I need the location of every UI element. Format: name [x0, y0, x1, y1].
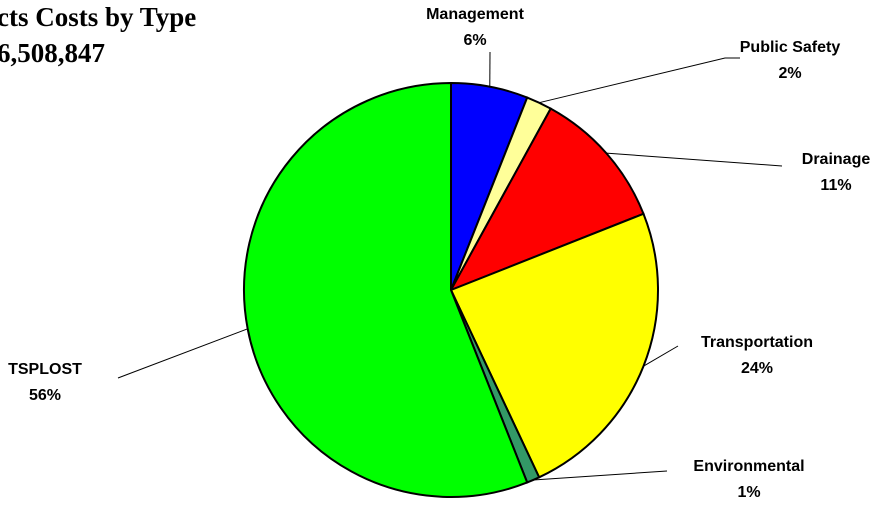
chart-title: cts Costs by Type: [0, 2, 196, 32]
value-label: 24%: [741, 360, 773, 377]
category-label: Environmental: [693, 458, 804, 475]
leader-line: [643, 345, 679, 367]
category-label: Drainage: [802, 151, 871, 168]
value-label: 2%: [778, 65, 801, 82]
leader-line: [539, 57, 740, 104]
leader-line: [533, 470, 668, 481]
category-label: Transportation: [701, 334, 813, 351]
leader-line: [117, 328, 248, 379]
category-label: Management: [426, 6, 524, 23]
value-label: 11%: [820, 177, 851, 194]
value-label: 6%: [463, 32, 486, 49]
leader-line: [606, 152, 783, 167]
category-label: Public Safety: [740, 39, 841, 56]
value-label: 1%: [737, 484, 760, 501]
chart-subtitle: 6,508,847: [0, 38, 105, 68]
pie-slice: [449, 212, 659, 479]
value-label: 56%: [29, 387, 61, 404]
category-label: TSPLOST: [8, 361, 82, 378]
pie-slice: [243, 81, 529, 498]
